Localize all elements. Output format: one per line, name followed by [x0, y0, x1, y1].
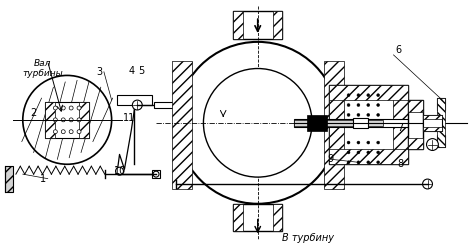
Bar [154, 102, 174, 108]
Circle shape [367, 104, 370, 107]
Bar [152, 170, 160, 178]
Circle shape [54, 118, 57, 122]
Bar [273, 204, 283, 231]
Bar [408, 138, 423, 150]
Bar [329, 85, 344, 164]
Circle shape [347, 104, 350, 107]
Circle shape [69, 106, 73, 110]
Circle shape [203, 69, 312, 177]
Circle shape [377, 104, 380, 107]
Circle shape [54, 106, 57, 110]
Circle shape [357, 94, 360, 97]
Text: Вал
турбины: Вал турбины [22, 59, 63, 78]
Circle shape [367, 94, 370, 97]
Text: 7: 7 [398, 123, 404, 133]
Bar [329, 85, 408, 164]
Bar [172, 61, 191, 189]
Text: 4: 4 [128, 66, 135, 76]
Bar [5, 166, 13, 192]
Text: 2: 2 [30, 108, 36, 118]
Bar [329, 85, 408, 100]
Circle shape [77, 118, 81, 122]
Bar [354, 118, 368, 128]
Text: 8: 8 [398, 159, 404, 169]
Circle shape [77, 130, 81, 134]
Bar [324, 61, 344, 189]
Circle shape [357, 113, 360, 116]
Circle shape [367, 151, 370, 154]
Text: 10: 10 [114, 166, 126, 176]
Circle shape [427, 138, 438, 151]
Circle shape [61, 106, 65, 110]
Circle shape [23, 76, 112, 164]
Text: 9: 9 [328, 154, 334, 164]
Bar [79, 102, 89, 138]
Circle shape [377, 94, 380, 97]
Circle shape [357, 161, 360, 164]
Bar [46, 102, 89, 138]
Bar [233, 204, 283, 231]
Circle shape [77, 106, 81, 110]
Circle shape [367, 113, 370, 116]
Circle shape [423, 179, 432, 189]
Circle shape [153, 171, 159, 177]
Bar [294, 119, 438, 127]
Circle shape [116, 167, 123, 175]
Bar [329, 150, 408, 164]
Bar [233, 204, 243, 231]
Bar [438, 98, 445, 110]
Bar [46, 102, 55, 138]
Text: В турбину: В турбину [283, 233, 335, 243]
Text: 5: 5 [138, 66, 144, 76]
Circle shape [377, 151, 380, 154]
Bar [423, 127, 442, 131]
Circle shape [347, 94, 350, 97]
Bar [273, 11, 283, 39]
Circle shape [347, 113, 350, 116]
Circle shape [54, 130, 57, 134]
Circle shape [61, 130, 65, 134]
Circle shape [357, 151, 360, 154]
Bar [438, 135, 445, 147]
Circle shape [377, 141, 380, 144]
Text: 6: 6 [395, 45, 401, 55]
Circle shape [367, 141, 370, 144]
Circle shape [177, 42, 339, 204]
Bar [423, 115, 442, 131]
Bar [294, 120, 383, 126]
Circle shape [347, 161, 350, 164]
Text: 1: 1 [40, 174, 46, 184]
Circle shape [367, 161, 370, 164]
Circle shape [377, 161, 380, 164]
Bar [393, 85, 408, 164]
Circle shape [69, 130, 73, 134]
Circle shape [132, 100, 142, 110]
Bar [307, 115, 327, 131]
Bar [408, 100, 423, 112]
Text: 11: 11 [123, 113, 136, 123]
Bar [408, 100, 423, 150]
Circle shape [347, 151, 350, 154]
Bar [233, 11, 283, 39]
Text: 3: 3 [96, 67, 102, 77]
Circle shape [61, 118, 65, 122]
Circle shape [357, 104, 360, 107]
Circle shape [357, 141, 360, 144]
Bar [438, 98, 445, 148]
Bar [117, 95, 152, 105]
Circle shape [377, 113, 380, 116]
Bar [233, 11, 243, 39]
Bar [423, 115, 442, 119]
Circle shape [69, 118, 73, 122]
Circle shape [347, 141, 350, 144]
